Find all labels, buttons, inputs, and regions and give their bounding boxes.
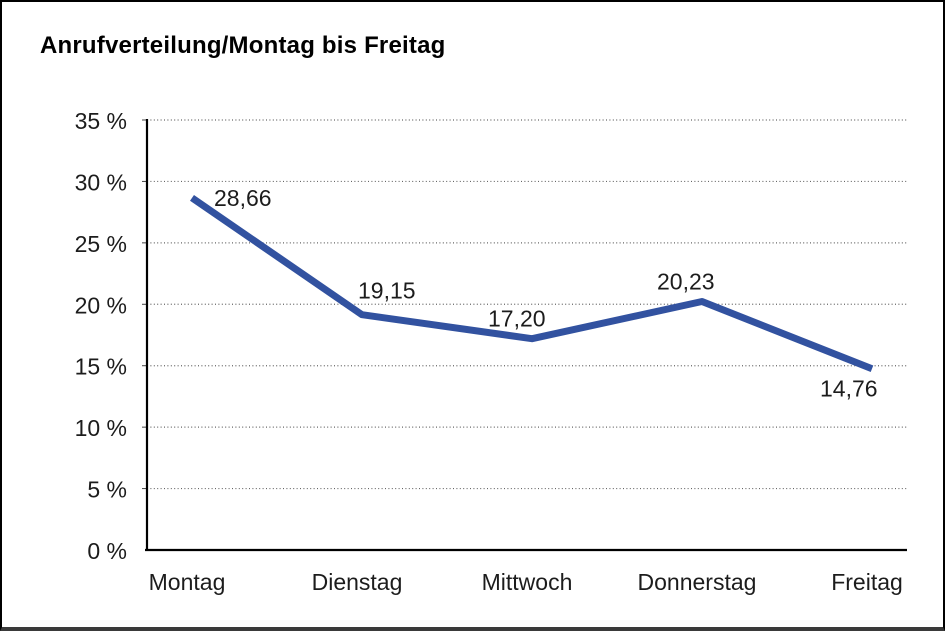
y-tick-label: 10 %	[75, 415, 127, 441]
y-tick-label: 0 %	[87, 538, 127, 564]
y-tick-label: 15 %	[75, 354, 127, 380]
y-tick-label: 20 %	[75, 292, 127, 318]
data-label: 14,76	[820, 376, 878, 402]
chart-line	[190, 195, 874, 372]
y-tick-label: 25 %	[75, 231, 127, 257]
y-tick-label: 5 %	[87, 477, 127, 503]
chart-title: Anrufverteilung/Montag bis Freitag	[40, 32, 446, 59]
x-axis-label: Montag	[149, 569, 226, 595]
x-axis-label: Mittwoch	[482, 569, 573, 595]
x-axis-label: Dienstag	[312, 569, 403, 595]
y-tick-label: 35 %	[75, 108, 127, 134]
data-label: 19,15	[358, 278, 416, 304]
x-axis-label: Freitag	[831, 569, 903, 595]
x-axis-label: Donnerstag	[638, 569, 757, 595]
data-label: 17,20	[488, 306, 546, 332]
y-tick-label: 30 %	[75, 169, 127, 195]
data-label: 28,66	[214, 185, 272, 211]
data-label: 20,23	[657, 268, 715, 294]
